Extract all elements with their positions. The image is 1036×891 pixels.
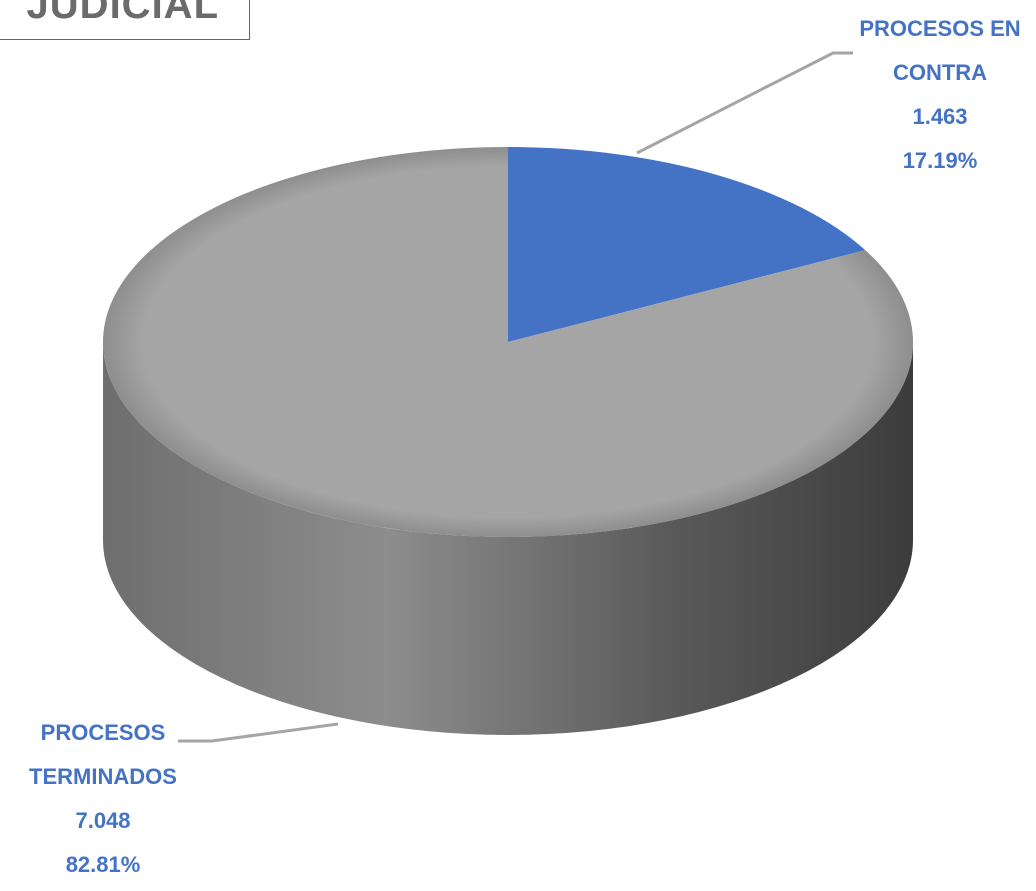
data-label-terminados-percent: 82.81% (66, 852, 141, 877)
data-label-contra-value: 1.463 (912, 104, 967, 129)
data-label-terminados-category-line-2: TERMINADOS (29, 764, 177, 789)
pie-side-wall (103, 342, 913, 735)
data-label-terminados-value: 7.048 (75, 808, 130, 833)
pie-slice-procesos-en-contra (508, 147, 866, 342)
data-label-contra-category-line-2: CONTRA (893, 60, 987, 85)
data-label-terminados-category: PROCESOS (41, 720, 166, 745)
data-label-contra-percent: 17.19% (903, 148, 978, 173)
leader-line-procesos-en-contra (636, 51, 853, 155)
leader-line-procesos-terminados (178, 722, 339, 743)
pie-slice-procesos-terminados (103, 147, 914, 537)
chart-title: JUDICIAL (26, 0, 219, 27)
chart-title-box: JUDICIAL (0, 0, 250, 40)
data-label-contra-category: PROCESOS EN (859, 16, 1020, 41)
